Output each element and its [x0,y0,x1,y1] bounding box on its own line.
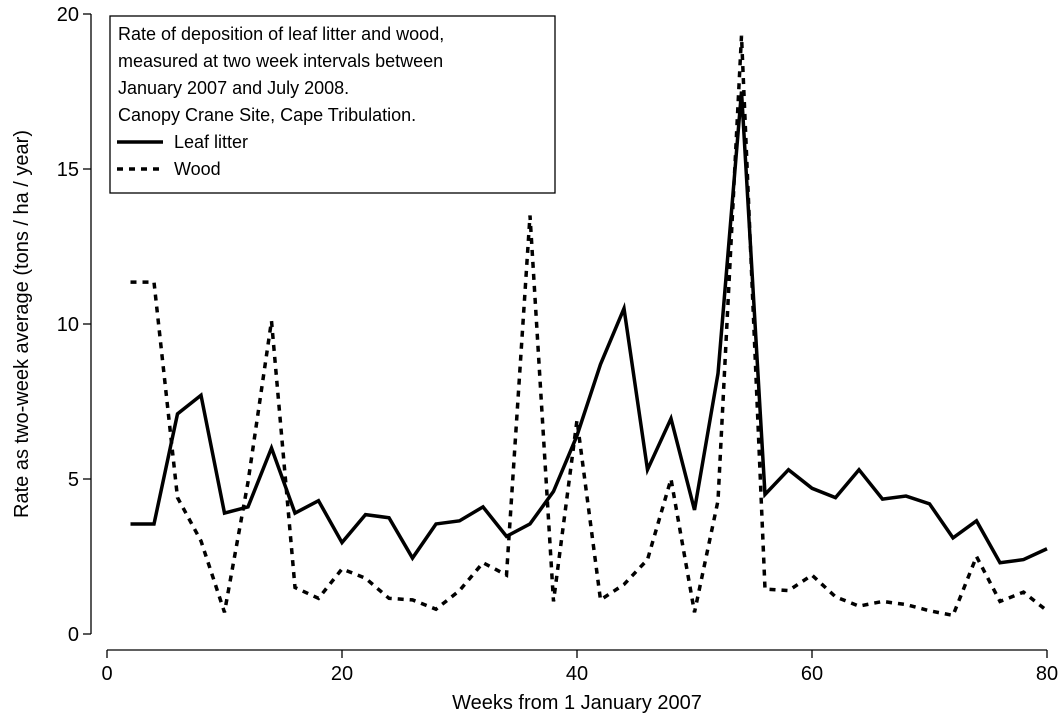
x-tick-label: 80 [1036,663,1058,685]
y-tick-label: 0 [68,624,79,646]
y-tick-label: 10 [57,314,79,336]
series-line [130,35,1049,618]
y-tick-label: 5 [68,469,79,491]
series-line [130,91,1048,565]
legend-label: Leaf litter [174,132,248,152]
x-tick-label: 40 [566,663,588,685]
x-axis-label: Weeks from 1 January 2007 [452,692,702,714]
y-axis-label: Rate as two-week average (tons / ha / ye… [11,130,33,518]
x-tick-label: 0 [101,663,112,685]
x-tick-label: 60 [801,663,823,685]
y-tick-label: 20 [57,4,79,26]
legend-box [109,15,556,194]
x-tick-label: 20 [331,663,353,685]
legend-title: measured at two week intervals between [118,51,443,71]
legend-title: Rate of deposition of leaf litter and wo… [118,24,444,44]
legend-title: Canopy Crane Site, Cape Tribulation. [118,105,416,125]
y-tick-label: 15 [57,159,79,181]
legend-label: Wood [174,159,221,179]
legend-title: January 2007 and July 2008. [118,78,349,98]
